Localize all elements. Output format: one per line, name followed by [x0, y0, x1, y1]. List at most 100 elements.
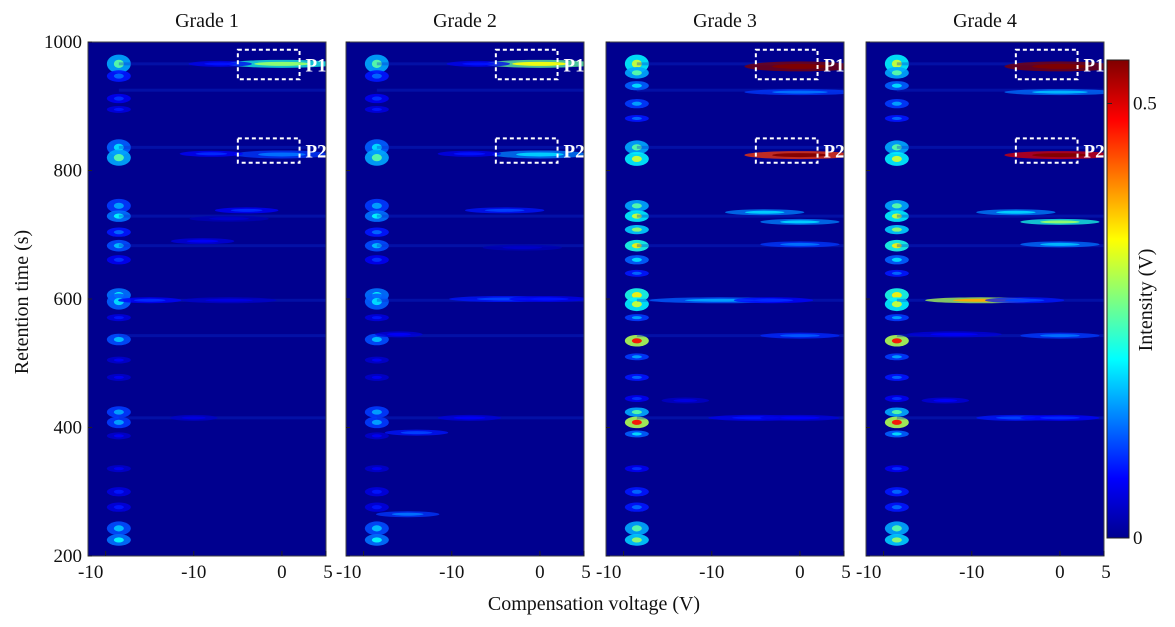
- annotation-box-p1: [494, 48, 559, 81]
- heatmap-spot-core: [631, 70, 642, 76]
- heatmap-spot-core: [631, 271, 642, 275]
- heatmap-spot-core: [391, 512, 424, 516]
- heatmap-spot-core: [371, 154, 382, 162]
- heatmap-spot-core: [891, 116, 902, 120]
- heatmap-spot-core: [891, 375, 902, 379]
- x-tick-label: -10: [959, 562, 984, 583]
- heatmap-spot-core: [113, 336, 124, 343]
- heatmap-spot-core: [631, 410, 642, 415]
- heatmap-spot-core: [631, 467, 642, 471]
- x-tick-label: 5: [841, 562, 851, 583]
- y-tick-label: 600: [54, 289, 83, 310]
- heatmap-spot-core: [371, 73, 382, 79]
- heatmap-spot-core: [891, 537, 902, 543]
- annotation-box-p2: [494, 137, 559, 164]
- panel-1: P1 P2 Grade 1 -10 -10 0 5: [78, 10, 333, 583]
- heatmap-spot-core: [113, 489, 124, 494]
- colorbar-tick-label: 0: [1133, 528, 1143, 549]
- heatmap-spot-core: [371, 316, 382, 320]
- heatmap-spot-core: [113, 434, 124, 438]
- heatmap-spot-core: [204, 62, 237, 66]
- heatmap-spot-core: [891, 467, 902, 471]
- heatmap-spot-core: [631, 227, 642, 232]
- heatmap-spot-core: [891, 397, 902, 401]
- x-tick-label: 0: [795, 562, 805, 583]
- annotation-label-p2: P2: [1084, 142, 1105, 163]
- y-axis-label: Retention time (s): [11, 230, 33, 374]
- heatmap-spot-core: [371, 489, 382, 494]
- heatmap-spot-core: [258, 152, 306, 157]
- heatmap-spot-core: [113, 525, 124, 532]
- heatmap-spot-core: [631, 59, 642, 68]
- heatmap-spot-core: [891, 257, 902, 262]
- heatmap-streak: [896, 62, 1104, 66]
- heatmap-spot-core: [631, 144, 642, 151]
- heatmap-spot-core: [113, 537, 124, 543]
- heatmap-spot-core: [113, 107, 124, 112]
- heatmap-spot-core: [631, 257, 642, 262]
- heatmap-spot-core: [1032, 63, 1088, 69]
- heatmap-spot-core: [113, 154, 124, 162]
- colorbar-tick-label: 0.5: [1133, 93, 1157, 114]
- x-tick-label: -10: [596, 562, 621, 583]
- heatmap-spot-core: [113, 257, 124, 262]
- heatmap-streak: [896, 334, 1104, 338]
- heatmap-spot-core: [891, 155, 902, 163]
- heatmap-spot-core: [631, 316, 642, 320]
- colorbar-gradient: [1106, 59, 1130, 539]
- heatmap-spot-core: [673, 399, 698, 403]
- x-tick-label: 5: [1101, 562, 1111, 583]
- heatmap-spot-core: [453, 152, 486, 156]
- heatmap-spot-core: [772, 90, 828, 94]
- heatmap-spot-core: [371, 96, 382, 101]
- annotation-label-p1: P1: [306, 55, 327, 76]
- heatmap-spot-core: [891, 83, 902, 88]
- heatmap-spot-core: [230, 208, 263, 212]
- annotation-label-p2: P2: [564, 142, 585, 163]
- heatmap-spot-core: [113, 59, 124, 68]
- heatmap-spot-core: [631, 301, 642, 308]
- heatmap-spot-core: [371, 336, 382, 343]
- y-tick-label: 800: [54, 161, 83, 182]
- heatmap-spot-core: [891, 292, 902, 299]
- heatmap-spot-core: [891, 355, 902, 359]
- heatmap-spot-core: [528, 297, 569, 301]
- heatmap-streak: [636, 334, 844, 338]
- panel-heatmap: [624, 54, 844, 546]
- x-axis-label: Compensation voltage (V): [488, 593, 700, 615]
- heatmap-spot-core: [631, 116, 642, 120]
- heatmap-spot-core: [631, 432, 642, 436]
- heatmap-spot-core: [631, 292, 642, 299]
- heatmap-spot-core: [400, 431, 433, 435]
- heatmap-spot-core: [891, 59, 902, 68]
- heatmap-spot-core: [113, 143, 124, 151]
- heatmap-spot-core: [371, 505, 382, 510]
- heatmap-streak: [636, 62, 844, 66]
- heatmap-spot-core: [516, 152, 564, 157]
- heatmap-streak: [376, 88, 584, 92]
- heatmap-streak: [118, 244, 326, 248]
- heatmap-streak: [118, 416, 326, 420]
- heatmap-spot-core: [195, 152, 228, 156]
- y-tick-label: 1000: [44, 32, 82, 53]
- heatmap-spot-core: [113, 409, 124, 415]
- heatmap-spot-core: [453, 416, 486, 420]
- heatmap-streak: [636, 244, 844, 248]
- heatmap-spot-core: [780, 242, 820, 246]
- heatmap-spot-core: [780, 334, 820, 338]
- heatmap-spot-core: [631, 213, 642, 219]
- heatmap-spot-core: [891, 70, 902, 76]
- heatmap-spot-core: [209, 217, 249, 221]
- annotation-label-p2: P2: [306, 142, 327, 163]
- heatmap-streak: [376, 244, 584, 248]
- annotation-box-p2: [1014, 137, 1079, 164]
- heatmap-spot-core: [113, 243, 124, 249]
- x-tick-label: -10: [336, 562, 361, 583]
- heatmap-spot-core: [484, 208, 525, 212]
- heatmap-spot-core: [891, 101, 902, 106]
- annotation-box-p1: [1014, 48, 1079, 81]
- heatmap-spot-core: [780, 220, 820, 224]
- heatmap-spot-core: [502, 246, 543, 250]
